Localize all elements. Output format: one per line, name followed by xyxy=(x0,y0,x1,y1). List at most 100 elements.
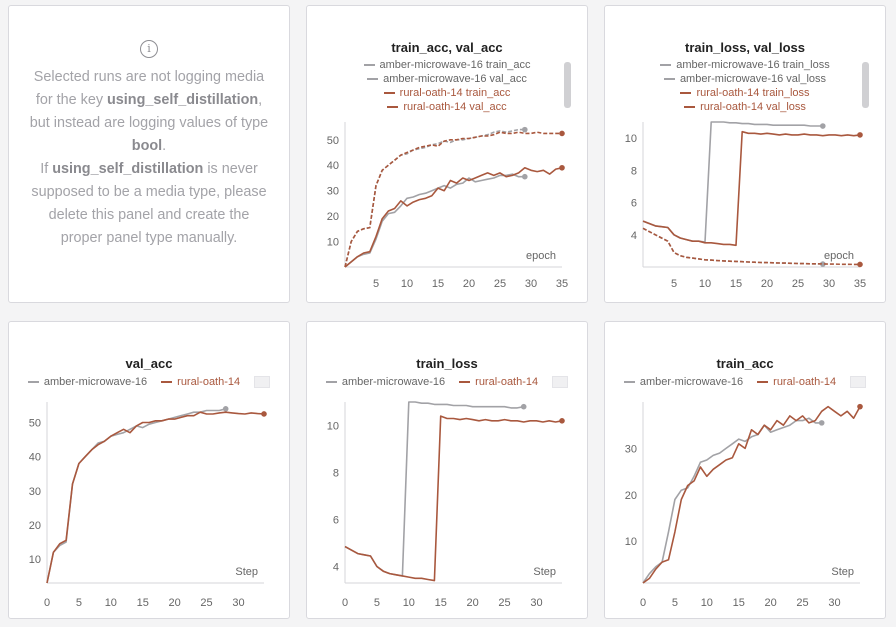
legend-item-rural-oath-14[interactable]: rural-oath-14 xyxy=(757,376,836,388)
y-tick-label: 20 xyxy=(625,490,637,502)
chart-plot: 10 20 30 40 50 5 10 15 20 25 30 35 epoch xyxy=(327,122,568,290)
chart-plot: 4 6 8 10 5 10 15 20 25 30 35 epoch xyxy=(625,121,866,290)
legend-swatch xyxy=(459,381,471,383)
legend-label: rural-oath-14 xyxy=(773,376,837,388)
info-line: , xyxy=(258,92,263,108)
series-line-rural-oath-14-val-acc xyxy=(344,131,562,268)
y-tick-label: 20 xyxy=(327,211,339,223)
x-tick-label: 5 xyxy=(671,278,677,290)
x-tick-label: 0 xyxy=(44,597,50,609)
legend-label: rural-oath-14 xyxy=(177,376,241,388)
chart-panel-train-loss[interactable]: train_loss amber-microwave-16 rural-oath-1… xyxy=(306,321,588,619)
legend-item-amber-microwave-16-val-loss[interactable]: amber-microwave-16 val_loss xyxy=(663,73,826,85)
y-tick-label: 50 xyxy=(327,135,339,147)
chart-title: train_acc, val_acc xyxy=(391,40,503,55)
value-type: bool xyxy=(131,138,163,154)
legend-item-rural-oath-14-val-acc[interactable]: rural-oath-14 val_acc xyxy=(387,101,507,113)
chart-legend: amber-microwave-16 rural-oath-14 xyxy=(307,375,587,389)
series-end-point-amber-microwave-16 xyxy=(520,403,527,410)
info-icon: i xyxy=(140,40,158,58)
chart-panel-train-val-loss[interactable]: train_loss, val_loss amber-microwave-16 t… xyxy=(604,5,886,303)
legend-item-amber-microwave-16-val-acc[interactable]: amber-microwave-16 val_acc xyxy=(367,73,527,85)
x-tick-label: 15 xyxy=(432,278,444,290)
chart-legend: amber-microwave-16 rural-oath-14 xyxy=(9,375,289,389)
x-tick-label: 10 xyxy=(699,278,711,290)
legend-item-rural-oath-14[interactable]: rural-oath-14 xyxy=(459,376,538,388)
x-tick-label: 25 xyxy=(792,278,804,290)
legend-item-rural-oath-14-train-acc[interactable]: rural-oath-14 train_acc xyxy=(383,87,511,99)
y-tick-label: 4 xyxy=(631,230,637,242)
x-tick-label: 10 xyxy=(105,597,117,609)
legend-item-rural-oath-14[interactable]: rural-oath-14 xyxy=(161,376,240,388)
legend-label: amber-microwave-16 train_loss xyxy=(676,59,830,71)
y-tick-label: 30 xyxy=(625,443,637,455)
legend-expand-box[interactable] xyxy=(552,376,569,388)
series-line-amber-microwave-16 xyxy=(642,417,822,584)
chart-title: val_acc xyxy=(125,356,173,371)
y-tick-label: 6 xyxy=(333,515,339,527)
series-line-amber-microwave-16 xyxy=(344,401,524,577)
y-tick-label: 8 xyxy=(631,165,637,177)
x-axis-label: epoch xyxy=(526,250,556,262)
series-line-rural-oath-14 xyxy=(642,405,861,584)
info-line: for the key xyxy=(35,92,108,108)
legend-expand-box[interactable] xyxy=(254,376,271,388)
series-end-point-rural-oath-14-val-acc xyxy=(559,130,565,137)
chart-legend: amber-microwave-16 train_loss amber-micro… xyxy=(605,58,885,114)
info-message: Selected runs are not logging media for … xyxy=(16,66,282,250)
legend-label: rural-oath-14 train_loss xyxy=(696,87,810,99)
x-tick-label: 10 xyxy=(401,278,413,290)
series-end-point-amber-microwave-16 xyxy=(818,420,825,426)
legend-item-rural-oath-14-train-loss[interactable]: rural-oath-14 train_loss xyxy=(680,87,810,99)
y-tick-label: 30 xyxy=(327,186,339,198)
legend-swatch xyxy=(367,78,379,80)
series-end-point-amber-microwave-16-val-acc xyxy=(522,126,528,133)
series-end-point-amber-microwave-16-train-acc xyxy=(522,173,528,180)
legend-swatch xyxy=(680,92,692,94)
legend-item-amber-microwave-16[interactable]: amber-microwave-16 xyxy=(325,376,445,388)
info-line: . xyxy=(162,138,167,154)
legend-item-amber-microwave-16-train-loss[interactable]: amber-microwave-16 train_loss xyxy=(660,59,830,71)
series-line-rural-oath-14 xyxy=(46,411,265,584)
legend-item-amber-microwave-16[interactable]: amber-microwave-16 xyxy=(27,376,147,388)
x-tick-label: 25 xyxy=(796,597,808,609)
legend-swatch xyxy=(387,106,399,108)
chart-title: train_loss, val_loss xyxy=(685,40,805,55)
chart-panel-train-val-acc[interactable]: train_acc, val_acc amber-microwave-16 tra… xyxy=(306,5,588,303)
legend-label: rural-oath-14 train_acc xyxy=(399,87,511,99)
x-axis-label: Step xyxy=(235,566,258,578)
info-panel: i Selected runs are not logging media fo… xyxy=(8,5,290,303)
series-end-point-rural-oath-14-train-loss xyxy=(857,132,863,138)
legend-expand-box[interactable] xyxy=(850,376,867,388)
chart-panel-val-acc[interactable]: val_acc amber-microwave-16 rural-oath-14 10… xyxy=(8,321,290,619)
chart-panel-train-acc[interactable]: train_acc amber-microwave-16 rural-oath-14… xyxy=(604,321,886,619)
series-line-amber-microwave-16-train-acc xyxy=(344,173,525,268)
x-tick-label: 20 xyxy=(169,597,181,609)
legend-item-rural-oath-14-val-loss[interactable]: rural-oath-14 val_loss xyxy=(684,101,806,113)
legend-label: amber-microwave-16 val_acc xyxy=(383,73,527,85)
series-end-point-rural-oath-14 xyxy=(261,411,267,417)
legend-item-amber-microwave-16[interactable]: amber-microwave-16 xyxy=(623,376,743,388)
series-end-point-rural-oath-14 xyxy=(857,403,863,410)
x-tick-label: 5 xyxy=(76,597,82,609)
info-line: delete this panel and create the xyxy=(48,207,250,223)
x-tick-label: 5 xyxy=(672,597,678,609)
legend-item-amber-microwave-16-train-acc[interactable]: amber-microwave-16 train_acc xyxy=(363,59,531,71)
series-end-point-amber-microwave-16-val-loss xyxy=(820,261,826,267)
legend-swatch xyxy=(757,381,769,383)
y-tick-label: 10 xyxy=(327,237,339,249)
series-line-rural-oath-14-train-acc xyxy=(344,167,563,268)
y-tick-label: 4 xyxy=(333,562,339,574)
chart-plot: 10 20 30 0 5 10 15 20 25 30 Step xyxy=(625,402,863,609)
legend-scrollbar[interactable] xyxy=(862,62,869,108)
legend-swatch xyxy=(363,64,375,66)
series-end-point-rural-oath-14-val-loss xyxy=(857,261,863,268)
info-line: is never xyxy=(203,161,258,177)
x-tick-label: 15 xyxy=(435,597,447,609)
media-key: using_self_distillation xyxy=(52,161,204,177)
chart-legend: amber-microwave-16 rural-oath-14 xyxy=(605,375,885,389)
x-axis-label: Step xyxy=(831,566,854,578)
x-tick-label: 10 xyxy=(701,597,713,609)
legend-scrollbar[interactable] xyxy=(564,62,571,108)
x-tick-label: 15 xyxy=(730,278,742,290)
